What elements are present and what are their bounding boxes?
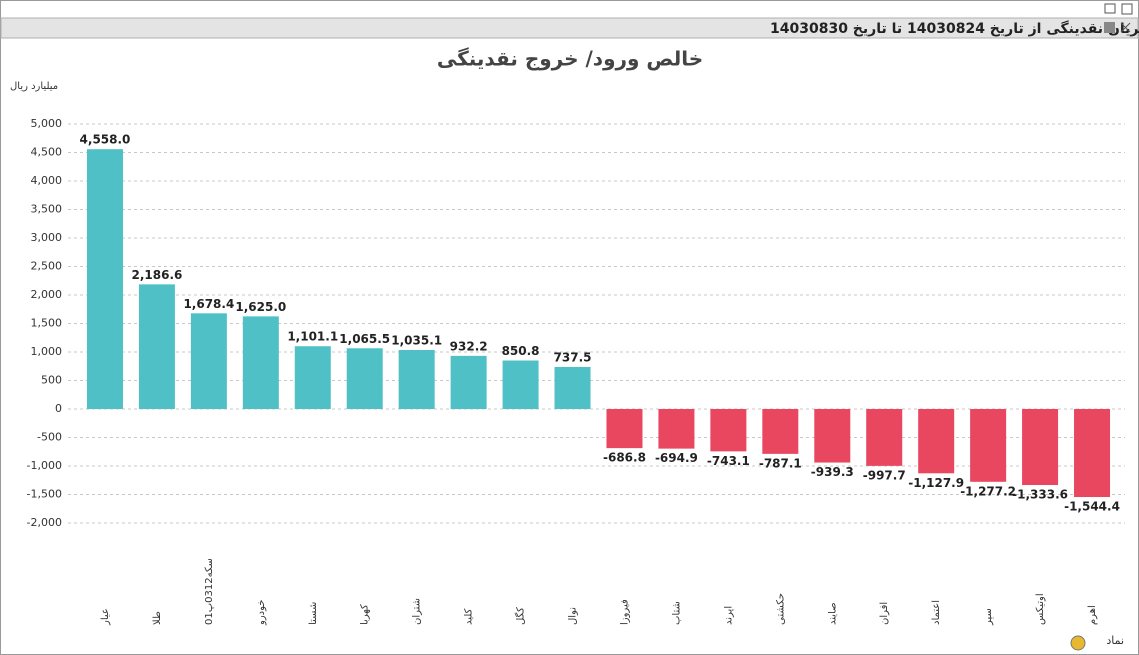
x-tick-label: اهرم — [1087, 605, 1098, 625]
x-tick-label: اعتماد — [931, 600, 942, 625]
value-label: -686.8 — [603, 451, 646, 465]
bar — [814, 409, 851, 463]
bar — [450, 355, 487, 409]
bar — [606, 409, 643, 449]
x-tick-label: اپرند — [723, 606, 734, 625]
value-label: 2,186.6 — [131, 268, 182, 282]
y-tick-label: 2,500 — [31, 260, 63, 273]
bar — [1074, 409, 1111, 498]
value-label: 1,678.4 — [183, 297, 234, 311]
y-tick-label: -1,500 — [27, 488, 62, 501]
value-label: -743.1 — [707, 454, 750, 468]
x-tick-label: کهربا — [360, 604, 371, 625]
value-label: -787.1 — [759, 456, 802, 470]
x-axis-label: نماد — [1106, 634, 1124, 647]
value-label: 932.2 — [450, 339, 488, 353]
value-label: -939.3 — [811, 465, 854, 479]
bar — [294, 346, 331, 409]
bar — [762, 409, 799, 454]
bar — [346, 348, 383, 409]
value-label: 1,065.5 — [339, 332, 390, 346]
bar — [658, 409, 695, 449]
value-label: 1,101.1 — [287, 330, 338, 344]
x-tick-label: فیروزا — [619, 599, 630, 625]
x-tick-label: حکشتی — [775, 593, 786, 625]
title-bar — [0, 17, 1139, 39]
bar — [710, 409, 747, 452]
y-tick-label: 5,000 — [31, 117, 63, 130]
maximize-icon[interactable] — [1121, 3, 1133, 15]
x-tick-label: شتاب — [671, 601, 682, 625]
y-tick-label: 500 — [41, 374, 62, 387]
y-tick-label: 4,000 — [31, 174, 63, 187]
y-tick-label: 3,000 — [31, 231, 63, 244]
bar — [970, 409, 1007, 482]
x-tick-label: عیار — [100, 608, 111, 626]
x-tick-label: افران — [879, 602, 890, 625]
bar — [866, 409, 903, 466]
x-tick-label: سپر — [983, 608, 994, 626]
bar — [86, 149, 123, 409]
value-label: 4,558.0 — [80, 133, 131, 147]
y-tick-label: 1,000 — [31, 345, 63, 358]
x-tick-label: صایند — [827, 602, 838, 625]
value-label: -997.7 — [863, 468, 906, 482]
window-title: مقایسه جریان نقدینگی از تاریخ 14030824 ت… — [770, 20, 1139, 37]
x-tick-label: کگل — [515, 607, 527, 625]
value-label: -1,333.6 — [1012, 488, 1068, 502]
x-tick-label: شتران — [412, 598, 423, 625]
x-tick-label: نوال — [568, 607, 579, 625]
y-tick-label: 0 — [55, 402, 62, 415]
bar — [242, 316, 279, 409]
y-tick-label: -1,000 — [27, 459, 62, 472]
bar — [918, 409, 955, 474]
x-tick-label: خودرو — [256, 600, 267, 626]
bar — [398, 349, 435, 409]
y-tick-label: -500 — [37, 431, 62, 444]
value-label: -1,544.4 — [1064, 500, 1120, 514]
close-icon[interactable] — [1120, 22, 1131, 33]
export-icon[interactable] — [1070, 635, 1086, 651]
bar — [138, 284, 175, 409]
value-label: 1,625.0 — [235, 300, 286, 314]
bar — [554, 366, 591, 409]
y-axis-label: میلیارد ریال — [10, 81, 58, 92]
x-tick-label: سکه0312پ01 — [204, 558, 215, 625]
value-label: -1,127.9 — [908, 476, 964, 490]
y-tick-label: 4,500 — [31, 146, 63, 159]
x-tick-label: کلید — [464, 608, 475, 625]
value-label: 850.8 — [502, 344, 540, 358]
value-label: -1,277.2 — [960, 484, 1016, 498]
value-label: -694.9 — [655, 451, 698, 465]
bar — [1022, 409, 1059, 486]
chart-title: خالص ورود/ خروج نقدینگی — [437, 47, 703, 71]
minimize-icon[interactable] — [1104, 3, 1116, 14]
bar — [190, 313, 227, 409]
x-tick-label: طلا — [152, 611, 163, 625]
y-tick-label: -2,000 — [27, 516, 62, 529]
value-label: 737.5 — [554, 350, 592, 364]
y-tick-label: 2,000 — [31, 288, 63, 301]
x-tick-label: اوتیکس — [1035, 593, 1046, 625]
y-tick-label: 3,500 — [31, 203, 63, 216]
y-tick-label: 1,500 — [31, 317, 63, 330]
bar — [502, 360, 539, 409]
print-icon[interactable] — [1104, 22, 1115, 33]
value-label: 1,035.1 — [391, 333, 442, 347]
x-tick-label: شستا — [308, 602, 319, 625]
